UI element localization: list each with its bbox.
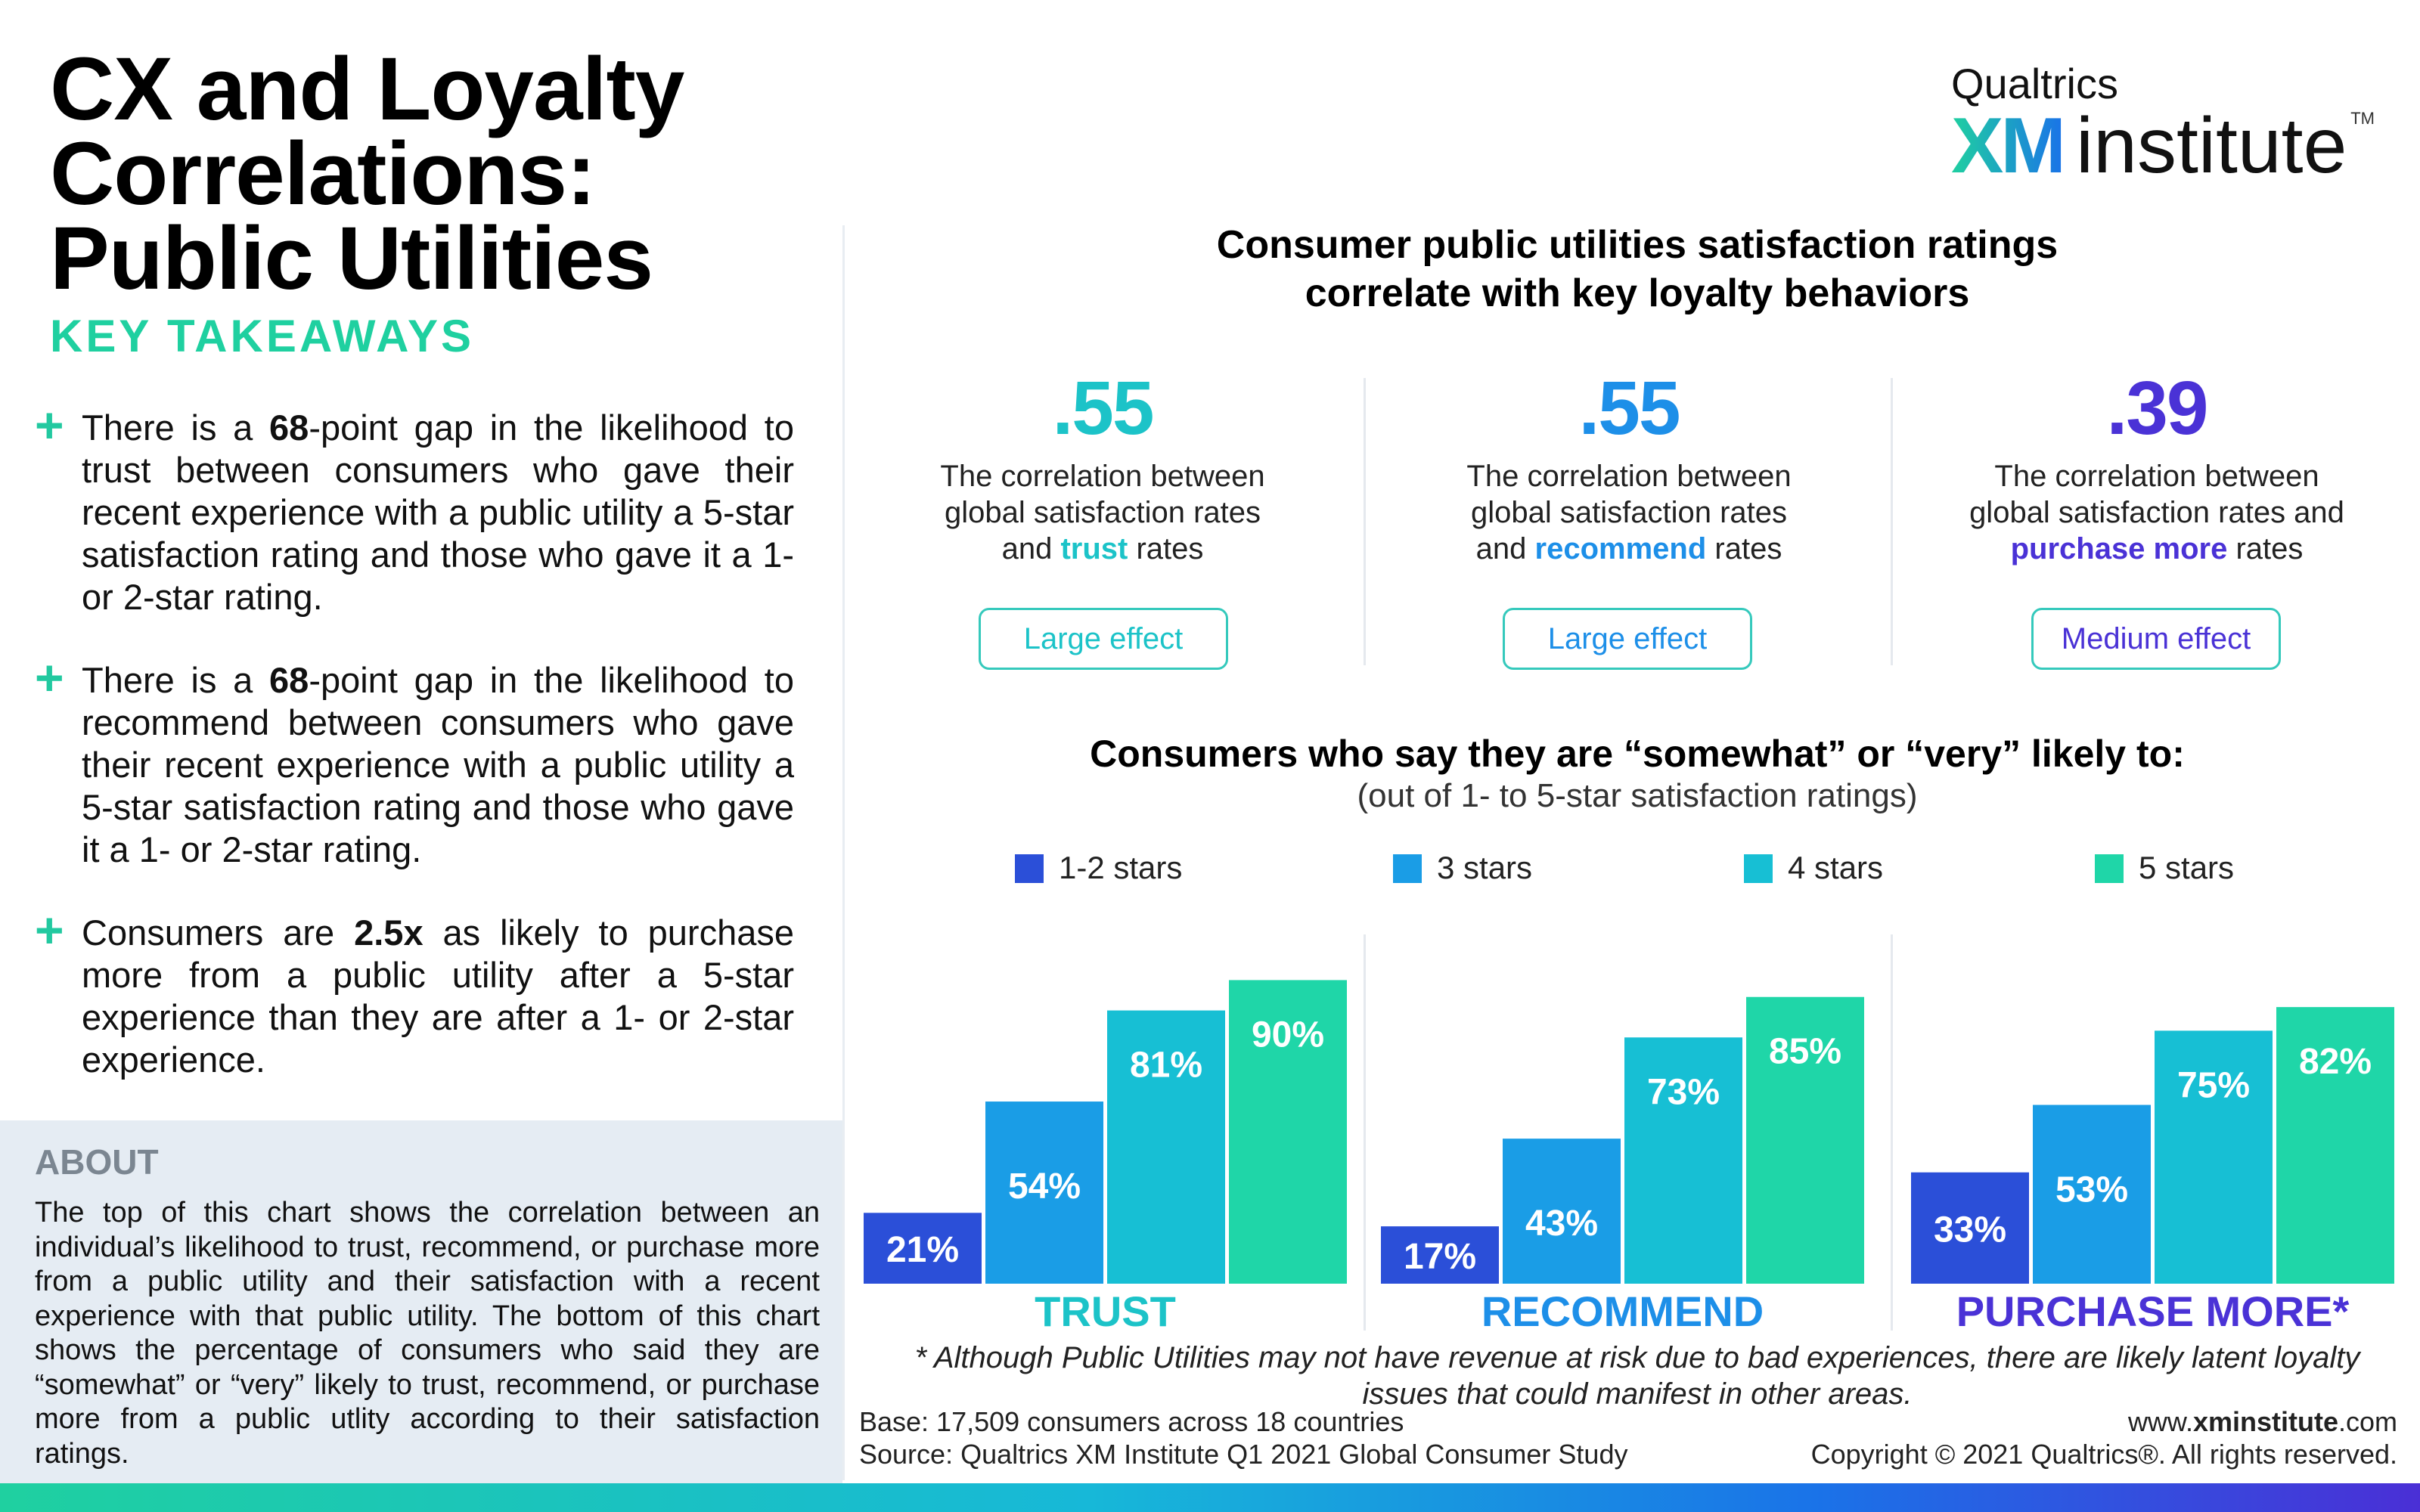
takeaway-text: There is a 68-point gap in the likelihoo… [82,407,794,617]
correlation-title-line-1: Consumer public utilities satisfaction r… [1216,223,2059,267]
bar-value-label: 81% [1130,1046,1202,1086]
correlation-recommend: .55 The correlation between global satis… [1379,363,1879,567]
source-note: Source: Qualtrics XM Institute Q1 2021 G… [859,1439,1628,1470]
logo-tm: TM [2350,109,2375,128]
group-separator [1364,934,1366,1331]
bar-recommend-1 [1503,1139,1621,1284]
plus-icon: + [35,902,64,958]
correlation-description: The correlation between global satisfact… [1969,460,2344,565]
takeaway-item: + Consumers are 2.5x as likely to purcha… [35,905,794,1081]
bottom-gradient-bar [0,1483,2420,1512]
bar-purchase-more--2 [2155,1030,2273,1284]
key-takeaways-heading: KEY TAKEAWAYS [50,311,475,361]
category-label: RECOMMEND [1481,1287,1764,1335]
column-divider [842,225,845,1480]
title-line-2: Public Utilities [50,209,653,308]
logo-brand: Qualtrics [1951,60,2118,107]
correlation-title-line-2: correlate with key loyalty behaviors [1305,271,1970,315]
bar-purchase-more--0 [1911,1172,2029,1284]
correlation-purchase-more: .39 The correlation between global satis… [1907,363,2406,567]
legend-label: 5 stars [2139,850,2235,885]
correlation-description: The correlation between global satisfact… [1466,460,1792,565]
bar-value-label: 33% [1934,1210,2006,1250]
copyright: Copyright © 2021 Qualtrics®. All rights … [1810,1439,2397,1470]
category-label: TRUST [1035,1287,1176,1335]
legend-label: 1-2 stars [1059,850,1183,885]
effect-badge: Medium effect [2031,608,2281,670]
bar-value-label: 73% [1647,1072,1720,1112]
bar-value-label: 90% [1252,1015,1324,1055]
bar-value-label: 17% [1404,1237,1476,1277]
correlation-value: .55 [1578,366,1680,451]
bar-trust-2 [1107,1010,1225,1284]
chart-title: Consumers who say they are “somewhat” or… [1090,733,2185,775]
logo-xm: XM [1951,102,2066,190]
logo-institute: institute [2076,102,2347,190]
category-label: PURCHASE MORE* [1956,1287,2350,1335]
legend-swatch [1744,854,1773,883]
bar-value-label: 75% [2177,1065,2250,1105]
correlation-trust: .55 The correlation between global satis… [853,363,1352,567]
takeaway-item: + There is a 68-point gap in the likelih… [35,652,794,871]
page-title: CX and Loyalty Correlations: Public Util… [50,39,1230,308]
legend-label: 3 stars [1437,850,1533,885]
bar-value-label: 82% [2299,1042,2372,1082]
correlation-value: .55 [1052,366,1154,451]
correlation-value: .39 [2106,366,2208,451]
footnote: * Although Public Utilities may not have… [914,1341,2360,1411]
bar-trust-0 [864,1213,982,1284]
bar-value-label: 85% [1769,1032,1841,1072]
about-panel: ABOUT The top of this chart shows the co… [0,1120,842,1483]
legend-swatch [1393,854,1422,883]
bar-purchase-more--3 [2276,1007,2394,1284]
legend-label: 4 stars [1788,850,1884,885]
bar-recommend-0 [1381,1226,1499,1284]
takeaway-item: + There is a 68-point gap in the likelih… [35,400,794,618]
qualtrics-xm-institute-logo: Qualtrics XM institute TM [1951,59,2375,190]
legend-item: 4 stars [1744,850,1883,886]
about-heading: ABOUT [35,1142,159,1182]
bar-value-label: 43% [1525,1204,1598,1244]
bar-value-label: 21% [886,1230,959,1270]
effect-badge: Large effect [1503,608,1752,670]
legend-item: 5 stars [2095,850,2234,886]
bar-recommend-3 [1746,996,1864,1284]
bar-recommend-2 [1624,1037,1742,1284]
bar-value-label: 53% [2055,1170,2128,1210]
base-note: Base: 17,509 consumers across 18 countri… [859,1406,1404,1437]
bar-trust-3 [1229,980,1347,1284]
title-line-1: CX and Loyalty Correlations: [50,39,684,224]
takeaway-text: Consumers are 2.5x as likely to purchase… [82,912,794,1080]
takeaway-text: There is a 68-point gap in the likelihoo… [82,660,794,869]
legend-item: 1-2 stars [1015,850,1182,886]
bar-trust-1 [985,1101,1103,1284]
effect-badge: Large effect [979,608,1228,670]
correlation-description: The correlation between global satisfact… [940,460,1265,565]
correlation-title: Consumer public utilities satisfaction r… [870,221,2405,318]
legend-swatch [1015,854,1044,883]
about-text: The top of this chart shows the correlat… [35,1197,820,1470]
group-separator [1891,934,1893,1331]
column-separator [1891,378,1893,665]
chart-subtitle: (out of 1- to 5-star satisfaction rating… [1357,777,1918,814]
plus-icon: + [35,649,64,705]
column-separator [1364,378,1366,665]
legend-item: 3 stars [1393,850,1532,886]
website-link[interactable]: www.xminstitute.com [2127,1406,2397,1437]
bar-purchase-more--1 [2033,1105,2151,1284]
bar-value-label: 54% [1008,1167,1081,1207]
legend-swatch [2095,854,2124,883]
plus-icon: + [35,397,64,453]
